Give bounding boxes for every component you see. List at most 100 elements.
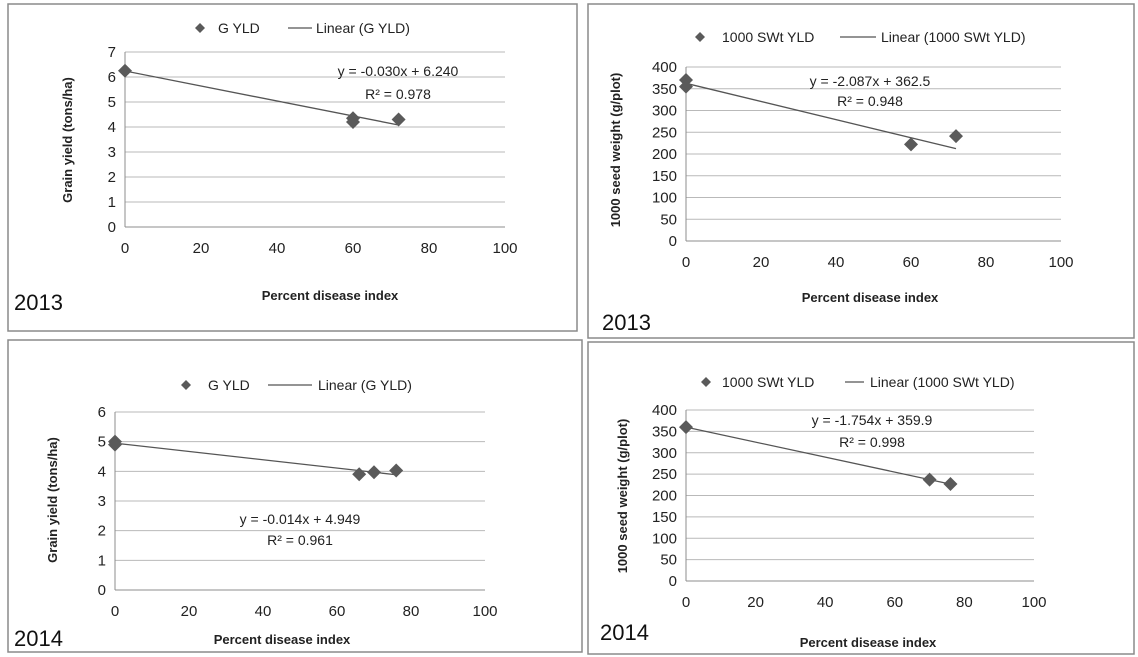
year-label: 2013 <box>14 290 63 315</box>
y-tick-label: 2 <box>108 169 116 186</box>
chart-panel-2: 0 50 100 150 200 250 300 350 400 0 20 40 60 80 100 1000… <box>587 3 1135 339</box>
data-point <box>389 463 404 478</box>
y-tick-label: 350 <box>652 81 677 98</box>
y-tick-label: 0 <box>669 233 677 250</box>
legend-marker-icon <box>701 377 711 387</box>
legend-line-label: Linear (1000 SWt YLD) <box>870 374 1014 390</box>
y-tick-label: 350 <box>652 423 677 440</box>
y-tick-label: 100 <box>652 190 677 207</box>
x-tick-label: 100 <box>472 603 497 620</box>
y-tick-label: 300 <box>652 103 677 120</box>
y-tick-label: 300 <box>652 445 677 462</box>
x-tick-label: 100 <box>1048 254 1073 271</box>
y-tick-label: 200 <box>652 488 677 505</box>
legend-line-label: Linear (G YLD) <box>318 377 412 393</box>
trend-equation: y = -1.754x + 359.9 <box>812 412 933 428</box>
y-tick-label: 4 <box>98 463 106 480</box>
x-tick-label: 100 <box>492 240 517 257</box>
legend-marker-label: G YLD <box>218 20 260 36</box>
y-tick-label: 0 <box>669 573 677 590</box>
x-tick-label: 40 <box>269 240 286 257</box>
x-tick-label: 60 <box>345 240 362 257</box>
year-label: 2014 <box>600 620 649 645</box>
x-tick-label: 100 <box>1021 594 1046 611</box>
x-tick-label: 60 <box>886 594 903 611</box>
trend-equation: y = -2.087x + 362.5 <box>810 73 931 89</box>
trend-r2: R² = 0.978 <box>365 86 431 102</box>
y-axis-title: 1000 seed weight (g/plot) <box>608 73 623 228</box>
legend-marker-icon <box>181 380 191 390</box>
trend-equation: y = -0.030x + 6.240 <box>338 63 459 79</box>
y-axis-title: 1000 seed weight (g/plot) <box>615 419 630 574</box>
y-tick-label: 250 <box>652 466 677 483</box>
y-tick-label: 5 <box>108 94 116 111</box>
data-point <box>108 437 122 452</box>
data-point <box>904 137 918 152</box>
panel-frame <box>587 341 1135 655</box>
x-tick-label: 80 <box>956 594 973 611</box>
x-axis-title: Percent disease index <box>214 632 351 647</box>
y-tick-label: 150 <box>652 168 677 185</box>
chart-panel-4: 0 50 100 150 200 250 300 350 400 0 20 40 60 80 100 1000… <box>587 341 1135 655</box>
panel-frame <box>587 3 1135 339</box>
legend-marker-label: 1000 SWt YLD <box>722 29 814 45</box>
x-tick-label: 80 <box>978 254 995 271</box>
y-axis-title: Grain yield (tons/ha) <box>45 437 60 563</box>
y-tick-label: 6 <box>108 69 116 86</box>
y-tick-label: 0 <box>108 219 116 236</box>
x-axis-title: Percent disease index <box>802 290 939 305</box>
legend-line-label: Linear (1000 SWt YLD) <box>881 29 1025 45</box>
y-tick-label: 250 <box>652 124 677 141</box>
data-point <box>949 129 963 144</box>
x-tick-label: 40 <box>255 603 272 620</box>
y-tick-label: 150 <box>652 509 677 526</box>
trend-r2: R² = 0.948 <box>837 93 903 109</box>
x-tick-label: 20 <box>181 603 198 620</box>
x-tick-label: 20 <box>747 594 764 611</box>
x-tick-label: 80 <box>421 240 438 257</box>
trendline <box>114 442 397 476</box>
x-axis-title: Percent disease index <box>800 635 937 650</box>
x-tick-label: 0 <box>121 240 129 257</box>
y-tick-label: 3 <box>98 493 106 510</box>
year-label: 2014 <box>14 626 63 651</box>
y-tick-label: 3 <box>108 144 116 161</box>
y-tick-label: 0 <box>98 582 106 599</box>
legend-marker-label: G YLD <box>208 377 250 393</box>
y-tick-label: 400 <box>652 59 677 76</box>
data-point <box>367 465 381 480</box>
x-tick-label: 80 <box>403 603 420 620</box>
legend-marker-icon <box>695 32 705 42</box>
data-point <box>943 476 958 491</box>
legend-marker-label: 1000 SWt YLD <box>722 374 814 390</box>
legend-marker-icon <box>195 23 205 33</box>
year-label: 2013 <box>602 310 651 335</box>
trend-r2: R² = 0.998 <box>839 434 905 450</box>
y-tick-label: 4 <box>108 119 116 136</box>
x-tick-label: 60 <box>329 603 346 620</box>
x-tick-label: 60 <box>903 254 920 271</box>
data-point <box>922 472 937 487</box>
y-tick-label: 200 <box>652 146 677 163</box>
chart-panel-1: 0 1 2 3 4 5 6 7 0 20 40 60 80 100 G YLD Linear (G YLD) y… <box>7 3 578 332</box>
panel-frame <box>7 3 578 332</box>
y-tick-label: 1 <box>108 194 116 211</box>
panel-frame <box>7 339 583 653</box>
data-point <box>391 112 406 127</box>
x-axis-title: Percent disease index <box>262 288 399 303</box>
x-tick-label: 20 <box>753 254 770 271</box>
data-point <box>118 63 132 78</box>
legend-line-label: Linear (G YLD) <box>316 20 410 36</box>
trend-r2: R² = 0.961 <box>267 532 333 548</box>
data-point <box>679 420 693 435</box>
x-tick-label: 20 <box>193 240 210 257</box>
data-point <box>679 79 693 94</box>
data-point <box>352 467 367 482</box>
x-tick-label: 0 <box>682 594 690 611</box>
y-tick-label: 7 <box>108 44 116 61</box>
y-tick-label: 400 <box>652 402 677 419</box>
y-tick-label: 50 <box>660 211 677 228</box>
y-tick-label: 1 <box>98 552 106 569</box>
